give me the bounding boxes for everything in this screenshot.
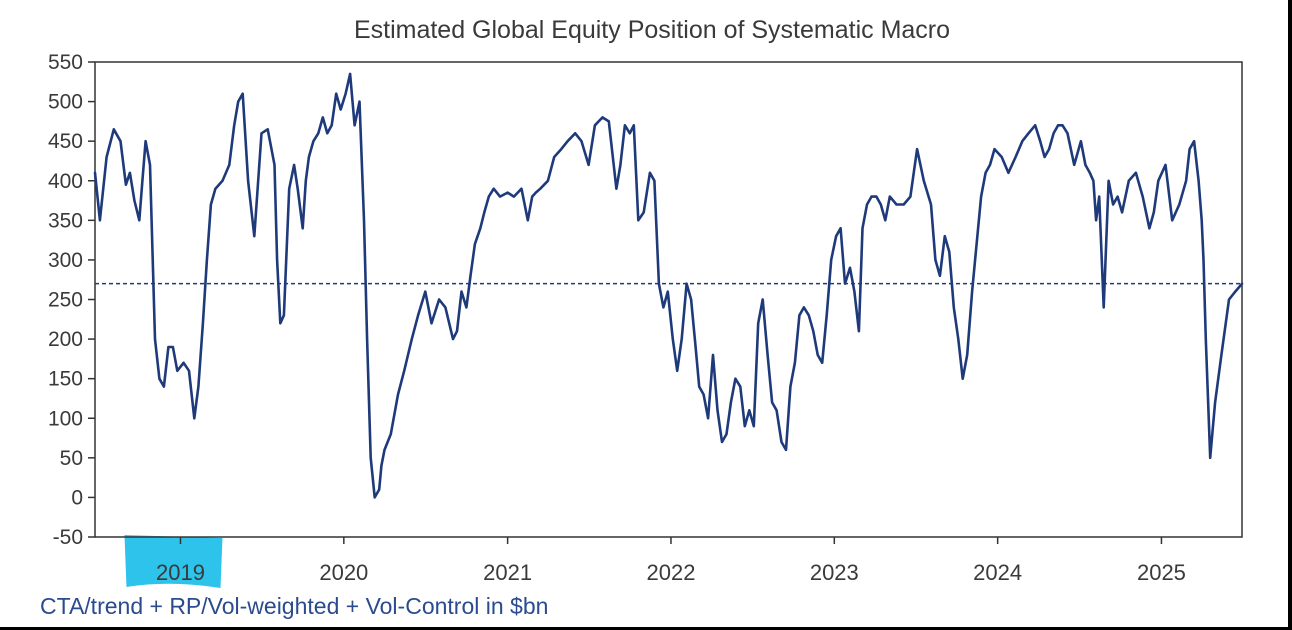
chart-title: Estimated Global Equity Position of Syst… <box>354 16 950 44</box>
series-layer <box>93 72 1244 499</box>
y-tick-label: 500 <box>48 91 83 114</box>
y-axis-ticks: -50 0 50 100 150 200 250 300 350 400 450 500 550 <box>48 51 95 549</box>
y-tick-label: 0 <box>71 486 83 509</box>
y-tick-label: 150 <box>48 368 83 391</box>
y-tick-label: 450 <box>48 130 83 153</box>
x-tick-label: 2020 <box>319 560 368 585</box>
x-axis-ticks: 2019 2020 2021 2022 2023 2024 2025 <box>156 537 1186 585</box>
y-tick-label: -50 <box>53 526 83 549</box>
y-tick-label: 50 <box>60 447 83 470</box>
x-tick-label: 2024 <box>973 560 1022 585</box>
x-tick-label: 2022 <box>646 560 695 585</box>
y-tick-label: 300 <box>48 249 83 272</box>
chart-footnote: CTA/trend + RP/Vol-weighted + Vol-Contro… <box>40 593 548 619</box>
y-tick-label: 250 <box>48 289 83 312</box>
y-tick-label: 100 <box>48 407 83 430</box>
series-line <box>93 72 1244 499</box>
x-tick-label: 2019 <box>156 560 205 585</box>
y-tick-label: 350 <box>48 209 83 232</box>
y-tick-label: 400 <box>48 170 83 193</box>
highlight-layer <box>124 535 223 588</box>
x-tick-label: 2021 <box>483 560 532 585</box>
x-tick-label: 2023 <box>810 560 859 585</box>
y-tick-label: 550 <box>48 51 83 74</box>
y-tick-label: 200 <box>48 328 83 351</box>
x-tick-label: 2025 <box>1137 560 1186 585</box>
highlight-marker <box>124 535 223 588</box>
